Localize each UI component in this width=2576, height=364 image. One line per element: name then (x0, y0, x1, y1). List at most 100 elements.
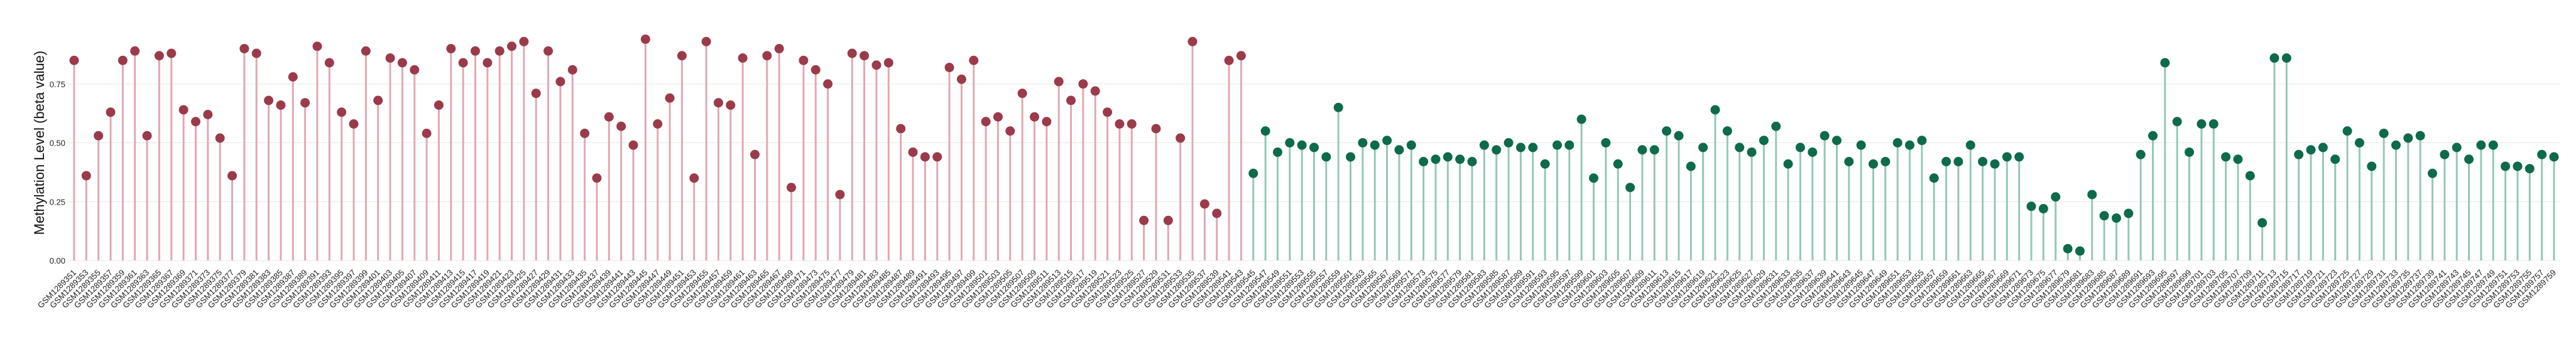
data-point (1042, 117, 1052, 127)
data-point (1054, 77, 1064, 87)
data-point (1856, 140, 1866, 150)
data-point (1892, 138, 1902, 147)
data-point (531, 88, 541, 99)
data-point (1103, 107, 1113, 117)
data-point (762, 51, 772, 61)
data-point (410, 65, 420, 75)
data-point (1880, 157, 1891, 166)
data-point (993, 112, 1003, 122)
data-point (2415, 131, 2425, 141)
data-point (1455, 154, 1465, 164)
data-point (2099, 211, 2109, 221)
data-point (2063, 244, 2073, 254)
data-point (1443, 152, 1453, 162)
data-point (1601, 138, 1611, 147)
data-point (2124, 208, 2134, 218)
data-point (2269, 53, 2279, 63)
data-point (1127, 119, 1137, 129)
data-point (1576, 114, 1586, 124)
data-point (1820, 131, 1830, 141)
data-point (750, 149, 760, 159)
data-point (1187, 36, 1198, 46)
data-point (69, 55, 79, 65)
data-point (519, 36, 529, 46)
y-axis-ticks: 0.00 0.25 0.50 0.75 (50, 80, 65, 265)
data-point (2185, 147, 2195, 157)
data-point (1808, 147, 1818, 157)
data-point (1224, 55, 1234, 65)
data-point (1905, 140, 1915, 150)
data-point (337, 107, 347, 117)
data-point (288, 72, 298, 82)
y-axis-label: Methylation Level (beta value) (31, 51, 47, 235)
data-point (470, 46, 480, 56)
data-point (1370, 140, 1380, 150)
data-point (1248, 168, 1258, 178)
data-point (1613, 159, 1623, 169)
data-point (2051, 192, 2061, 202)
data-point (969, 55, 979, 65)
data-point (1029, 112, 1039, 122)
data-point (178, 105, 188, 115)
y-tick-label: 0.00 (50, 256, 65, 265)
data-point (300, 98, 310, 108)
data-point (580, 129, 590, 138)
data-point (2354, 138, 2364, 147)
data-point (653, 119, 663, 129)
y-tick-label: 0.75 (50, 80, 65, 89)
data-point (2318, 142, 2328, 153)
data-point (738, 53, 748, 63)
data-point (166, 48, 177, 58)
data-point (94, 131, 104, 141)
data-point (2379, 129, 2389, 138)
data-point (847, 48, 857, 58)
data-point (701, 36, 711, 46)
data-point (592, 173, 602, 183)
data-point (1272, 147, 1282, 157)
data-point (1869, 159, 1879, 169)
data-point (2537, 149, 2547, 159)
data-point (324, 58, 334, 68)
data-point (1090, 86, 1100, 96)
data-point (2136, 149, 2146, 159)
data-point (567, 65, 577, 75)
data-point (239, 44, 249, 53)
data-point (1978, 157, 1988, 166)
data-point (1735, 142, 1745, 153)
data-point (1479, 140, 1489, 150)
data-point (1795, 142, 1805, 153)
data-point (1990, 159, 2000, 169)
data-point (2501, 161, 2511, 171)
data-point (1005, 126, 1015, 136)
data-point (154, 51, 164, 61)
data-point (2075, 246, 2085, 256)
data-point (640, 35, 650, 44)
data-point (1722, 126, 1732, 136)
data-point (1492, 145, 1502, 155)
data-point (483, 58, 493, 68)
data-point (1831, 136, 1842, 146)
data-point (1017, 88, 1027, 99)
data-point (1965, 140, 1975, 150)
data-point (896, 124, 906, 134)
data-point (1199, 199, 1209, 209)
data-point (264, 95, 274, 105)
data-point (1504, 138, 1514, 147)
data-point (1564, 140, 1575, 150)
data-point (920, 152, 930, 162)
data-point (1674, 131, 1684, 141)
data-point (1783, 159, 1793, 169)
data-point (1515, 142, 1525, 153)
data-point (1747, 147, 1757, 157)
data-point (1212, 208, 1222, 218)
data-point (2428, 168, 2438, 178)
stems (73, 39, 2555, 260)
data-point (2403, 133, 2413, 143)
data-point (871, 60, 881, 70)
data-point (1236, 51, 1246, 61)
data-point (981, 117, 991, 127)
data-point (142, 131, 152, 141)
data-point (1467, 157, 1477, 166)
data-point (446, 44, 456, 53)
